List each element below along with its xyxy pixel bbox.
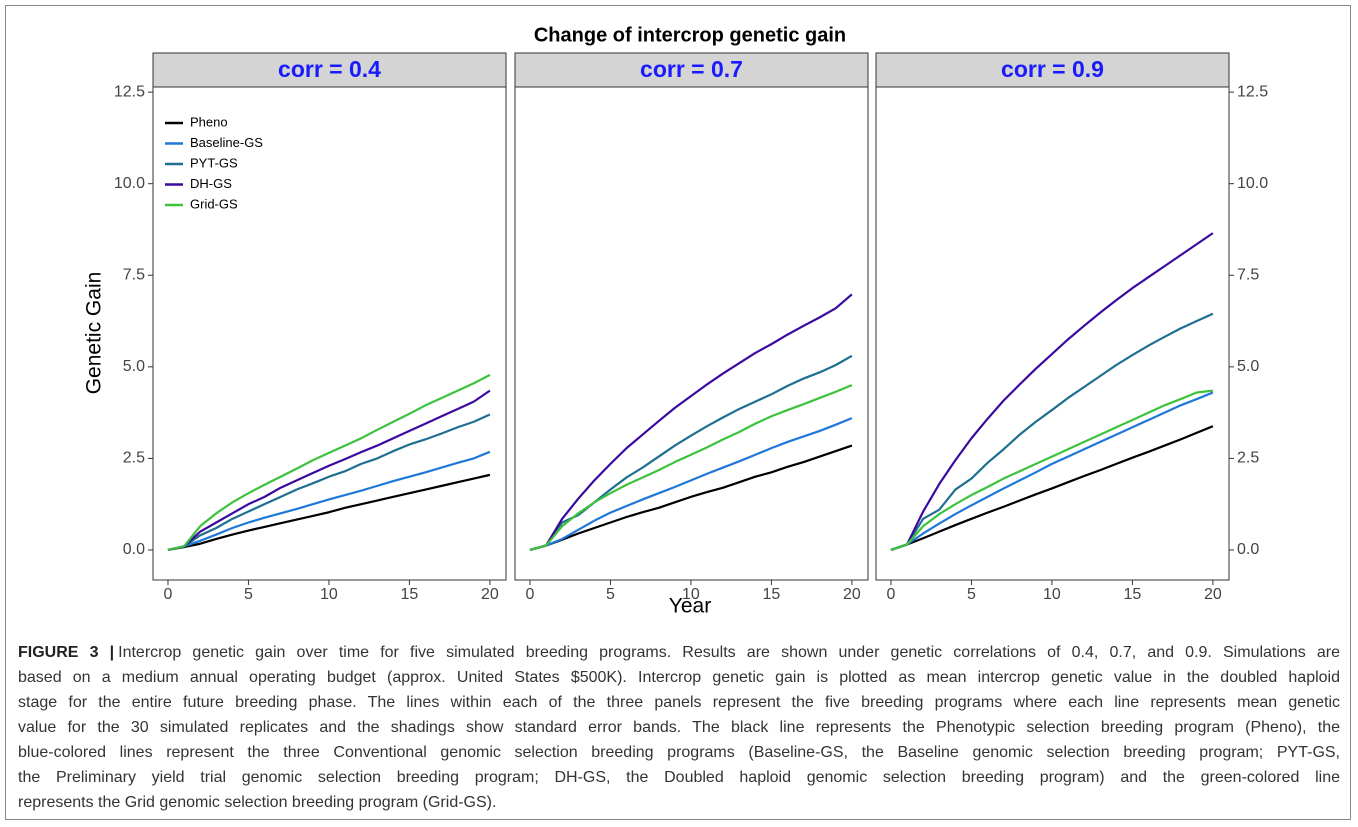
- x-axis-label: Year: [669, 595, 711, 618]
- legend-label: Baseline-GS: [190, 135, 263, 150]
- y-tick-label: 12.5: [1237, 83, 1268, 100]
- y-tick-label: 10.0: [114, 175, 145, 192]
- x-tick-label: 10: [320, 586, 338, 603]
- y-tick-label: 0.0: [1237, 541, 1259, 558]
- x-tick-label: 15: [1124, 586, 1142, 603]
- series-line: [890, 391, 1214, 552]
- x-tick-label: 0: [887, 586, 896, 603]
- caption-line: value for the 30 simulated replicates an…: [18, 715, 1340, 740]
- x-tick-label: 5: [244, 586, 253, 603]
- series-line: [529, 384, 853, 552]
- plot-area: [875, 86, 1230, 581]
- series-line: [167, 373, 491, 552]
- x-tick-label: 5: [606, 586, 615, 603]
- caption-text: represents the Grid genomic selection br…: [18, 794, 497, 811]
- caption-text: Intercrop genetic gain over time for fiv…: [118, 644, 1340, 661]
- y-tick-label: 5.0: [1237, 358, 1259, 375]
- legend-label: DH-GS: [190, 176, 232, 191]
- series-line: [890, 232, 1214, 552]
- y-tick-label: 10.0: [1237, 175, 1268, 192]
- panel-title: corr = 0.9: [1001, 56, 1104, 82]
- series-line: [529, 444, 853, 552]
- caption-text: value for the 30 simulated replicates an…: [18, 719, 1340, 736]
- caption-label: FIGURE 3 |: [18, 644, 115, 661]
- x-tick-label: 5: [967, 586, 976, 603]
- caption-line: stage for the entire future breeding pha…: [18, 690, 1340, 715]
- plot-area: [514, 86, 869, 581]
- series-line: [167, 450, 491, 552]
- x-tick-label: 20: [1204, 586, 1222, 603]
- y-tick-label: 2.5: [1237, 450, 1259, 467]
- caption-text: blue-colored lines represent the three C…: [18, 744, 1340, 761]
- series-line: [890, 312, 1214, 552]
- x-tick-label: 20: [481, 586, 499, 603]
- x-tick-label: 0: [164, 586, 173, 603]
- panel-title: corr = 0.4: [278, 56, 381, 82]
- figure-frame: [5, 5, 1351, 820]
- caption-line: blue-colored lines represent the three C…: [18, 740, 1340, 765]
- caption-line: based on a medium annual operating budge…: [18, 665, 1340, 690]
- series-line: [167, 473, 491, 552]
- series-line: [529, 293, 853, 552]
- y-tick-label: 7.5: [123, 266, 145, 283]
- caption-text: based on a medium annual operating budge…: [18, 669, 1340, 686]
- x-tick-label: 10: [682, 586, 700, 603]
- series-line: [529, 417, 853, 552]
- series-line: [890, 425, 1214, 552]
- legend-label: PYT-GS: [190, 155, 238, 170]
- caption-line: FIGURE 3 | Intercrop genetic gain over ti…: [18, 640, 1340, 665]
- caption: FIGURE 3 | Intercrop genetic gain over ti…: [18, 640, 1340, 815]
- chart-title: Change of intercrop genetic gain: [534, 24, 846, 46]
- series-line: [167, 389, 491, 552]
- x-tick-label: 0: [526, 586, 535, 603]
- y-tick-label: 0.0: [123, 541, 145, 558]
- x-tick-label: 15: [401, 586, 419, 603]
- caption-text: the Preliminary yield trial genomic sele…: [18, 769, 1340, 786]
- x-tick-label: 10: [1043, 586, 1061, 603]
- legend-label: Pheno: [190, 114, 228, 129]
- panel-strip: [875, 52, 1230, 88]
- y-tick-label: 2.5: [123, 450, 145, 467]
- caption-line: represents the Grid genomic selection br…: [18, 790, 1340, 815]
- y-tick-label: 7.5: [1237, 266, 1259, 283]
- chart: Change of intercrop genetic gain Year Ge…: [83, 24, 1269, 618]
- y-tick-label: 12.5: [114, 83, 145, 100]
- panel-strip: [514, 52, 869, 88]
- x-tick-label: 20: [843, 586, 861, 603]
- x-tick-label: 15: [763, 586, 781, 603]
- series-line: [890, 389, 1214, 552]
- series-line: [167, 413, 491, 552]
- y-axis-label: Genetic Gain: [83, 272, 106, 395]
- panel-title: corr = 0.7: [640, 56, 743, 82]
- panel-strip: [152, 52, 507, 88]
- legend-label: Grid-GS: [190, 196, 238, 211]
- caption-text: stage for the entire future breeding pha…: [18, 694, 1340, 711]
- y-tick-label: 5.0: [123, 358, 145, 375]
- caption-line: the Preliminary yield trial genomic sele…: [18, 765, 1340, 790]
- plot-area: [152, 86, 507, 581]
